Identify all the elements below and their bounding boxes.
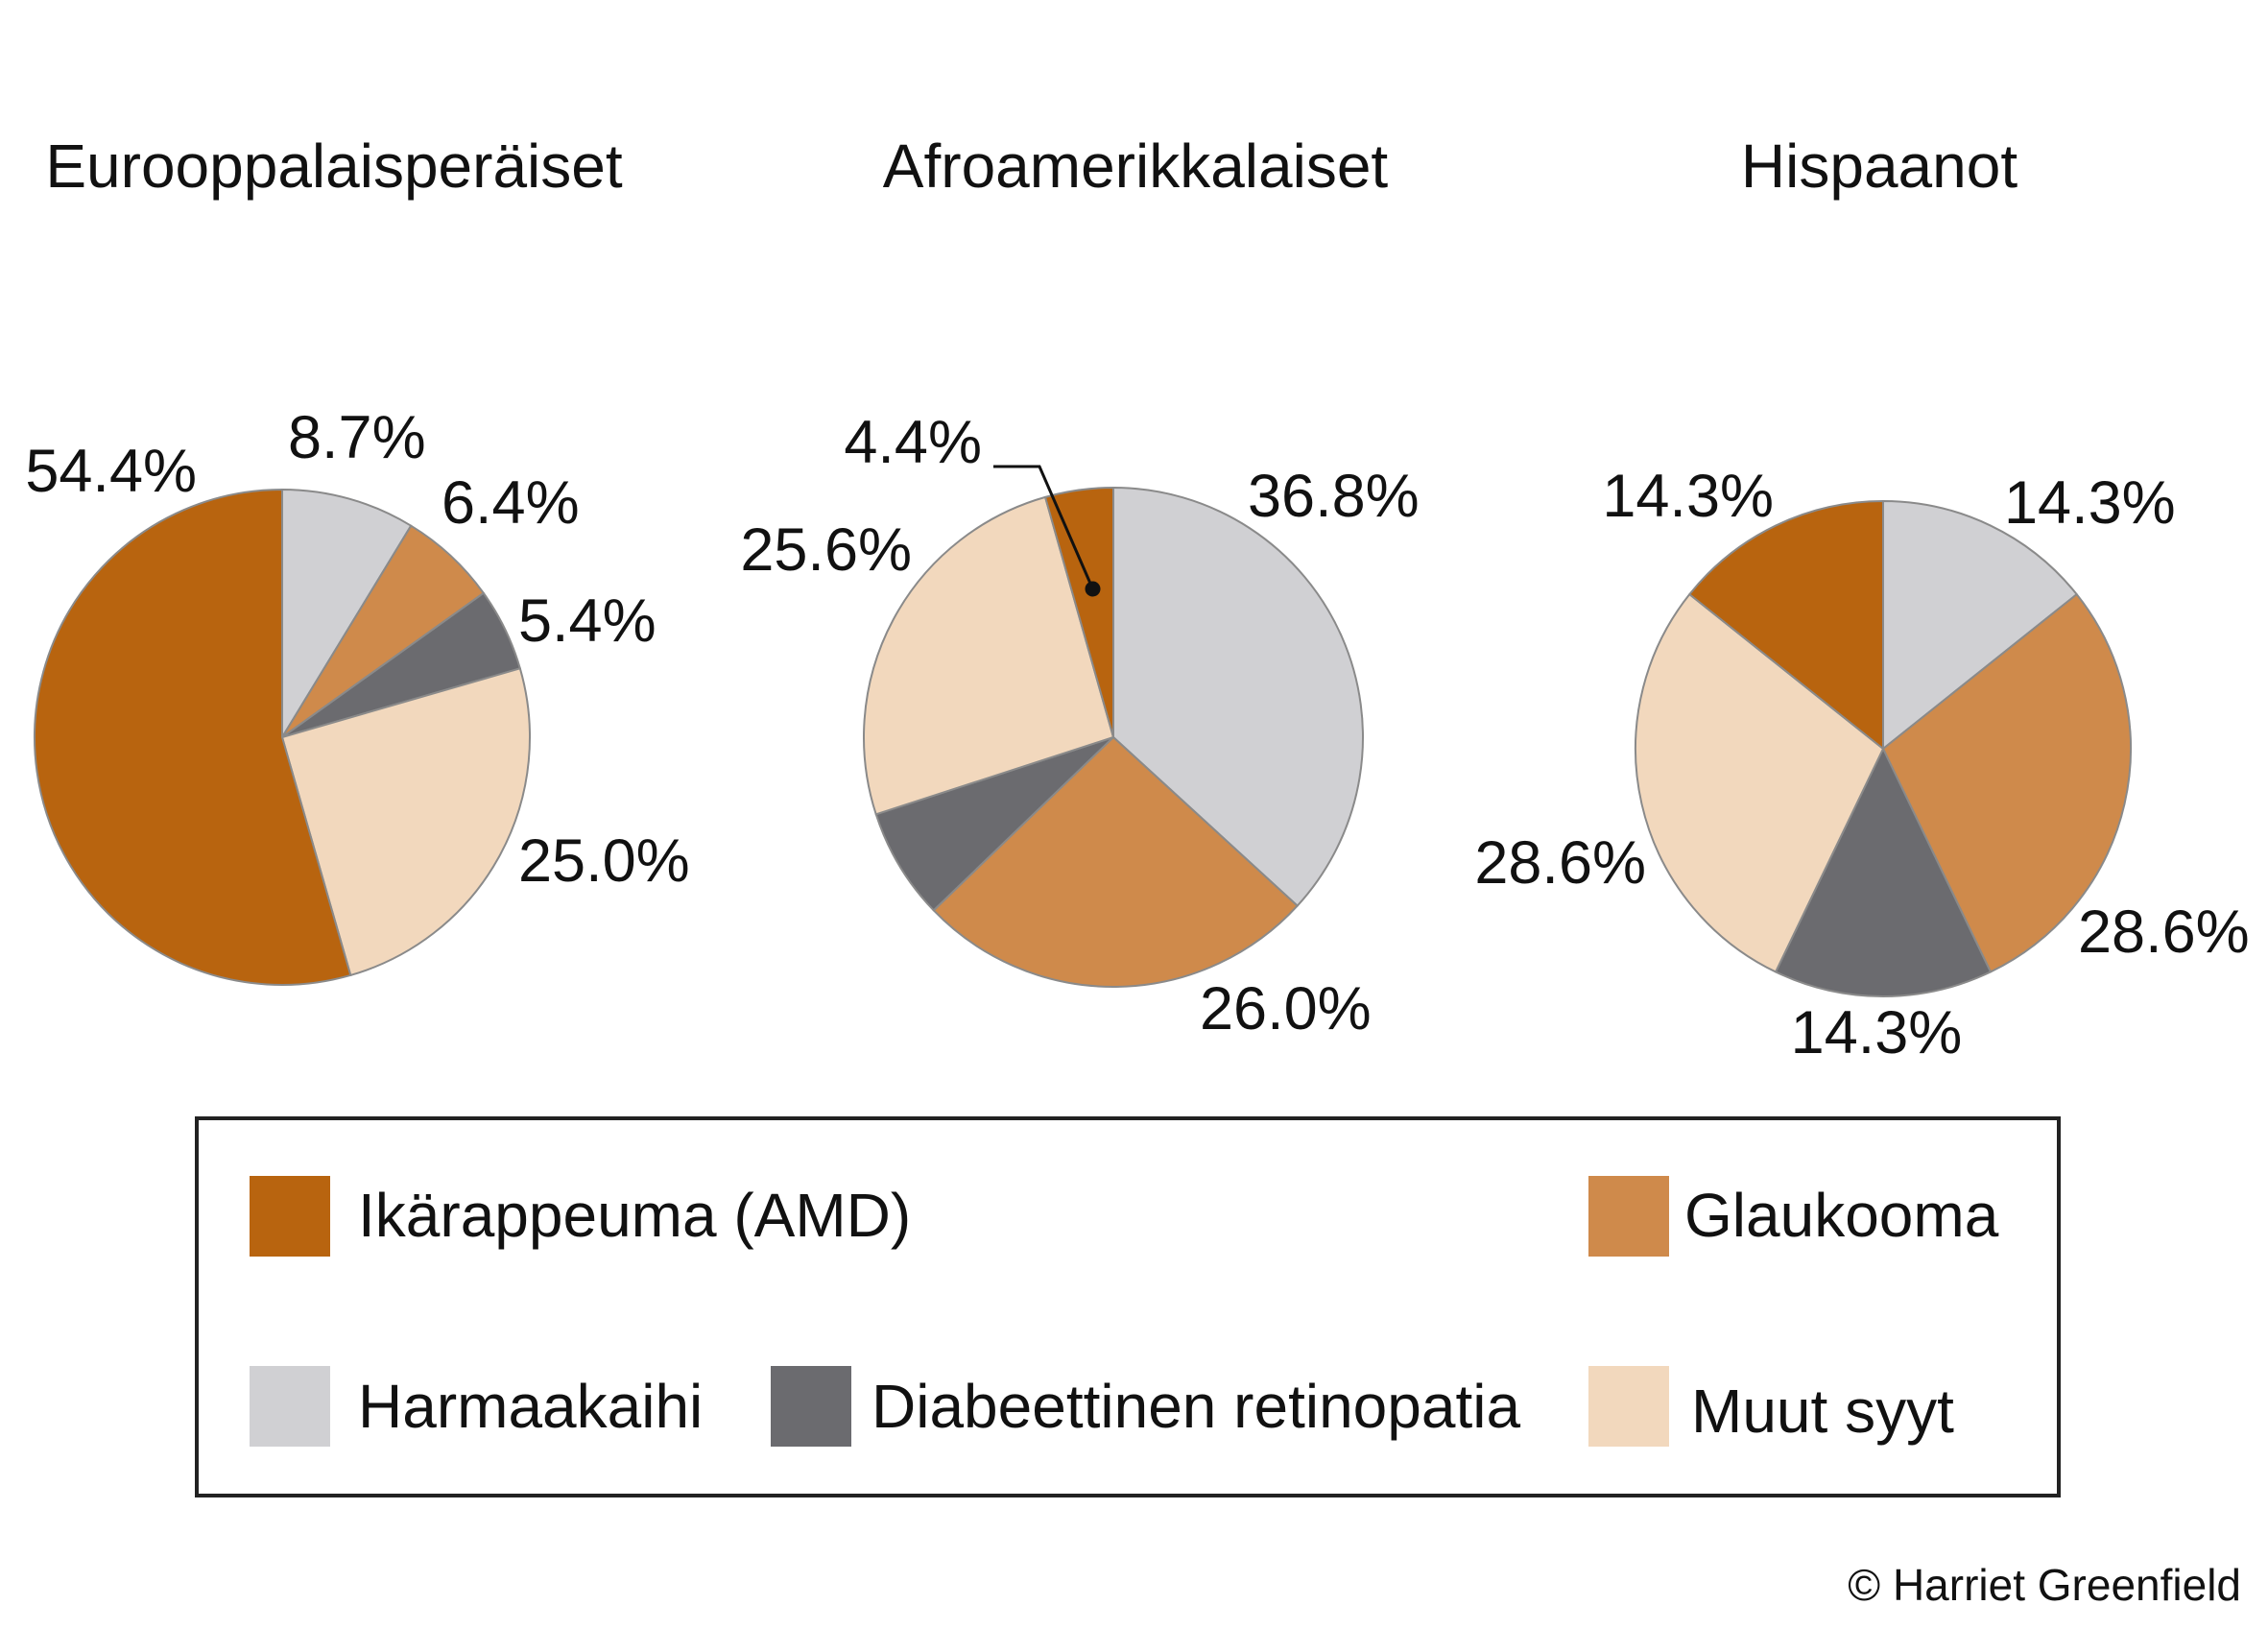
legend-swatch-other <box>1588 1366 1669 1447</box>
pie-chart-2: Afroamerikkalaiset 36.8% 26.0% 25.6% 4.4% <box>740 132 1419 1042</box>
data-label-amd: 14.3% <box>1602 463 1774 530</box>
legend-swatch-cataract <box>250 1366 330 1447</box>
data-label-glaucoma: 6.4% <box>442 469 580 537</box>
legend-box <box>195 1116 2061 1497</box>
data-label-cataract: 14.3% <box>2004 469 2176 537</box>
data-label-glaucoma: 26.0% <box>1200 975 1372 1042</box>
legend-item-diabetic: Diabeettinen retinopatia <box>771 1366 1520 1447</box>
pie-slice-amd <box>1688 500 1884 750</box>
pie-slice-glaucoma <box>932 736 1299 988</box>
chart-title: Hispaanot <box>1741 132 2017 201</box>
legend-swatch-glaucoma <box>1588 1176 1669 1257</box>
legend-item-other: Muut syyt <box>1588 1366 1954 1447</box>
chart-title: Afroamerikkalaiset <box>883 132 1389 201</box>
pie-chart-3: Hispaanot 14.3% 28.6% 14.3% 28.6% 14.3% <box>1474 132 2249 1066</box>
chart-title: Eurooppalaisperäiset <box>45 132 623 201</box>
legend-label: Ikärappeuma (AMD) <box>358 1181 911 1250</box>
pie-slice-glaucoma <box>1882 593 2132 973</box>
legend-label: Diabeettinen retinopatia <box>871 1372 1520 1441</box>
pie-slice-cataract <box>1882 500 2078 750</box>
leader-dot <box>1085 581 1101 597</box>
pie-slice-cataract <box>1112 487 1364 907</box>
legend-swatch-diabetic <box>771 1366 851 1447</box>
legend-swatch-amd <box>250 1176 330 1257</box>
leader-line <box>993 465 1094 590</box>
data-label-diabetic: 5.4% <box>518 587 657 655</box>
data-label-other: 25.0% <box>518 827 690 895</box>
credit: © Harriet Greenfield <box>1848 1560 2241 1610</box>
legend-items: Ikärappeuma (AMD) Glaukooma Harmaakaihi Dia… <box>250 1176 1999 1447</box>
pie-slice-other <box>863 495 1114 816</box>
pie-chart-1: Eurooppalaisperäiset 8.7%6.4% 5.4% 25.0% 54.… <box>25 132 690 986</box>
data-label-other: 25.6% <box>740 516 912 584</box>
data-label-amd: 54.4% <box>25 438 197 505</box>
pie-slice-diabetic <box>1775 748 1992 997</box>
data-label-cataract: 36.8% <box>1248 463 1420 530</box>
legend-item-cataract: Harmaakaihi <box>250 1366 703 1447</box>
pie-slice-other <box>281 667 531 976</box>
legend-label: Muut syyt <box>1691 1377 1954 1446</box>
legend-item-amd: Ikärappeuma (AMD) <box>250 1176 911 1257</box>
data-label-diabetic: 14.3% <box>1791 999 1963 1066</box>
data-label-glaucoma: 28.6% <box>2078 898 2250 966</box>
legend-label: Harmaakaihi <box>358 1372 703 1441</box>
charts-layer: Eurooppalaisperäiset 8.7%6.4% 5.4% 25.0% 54.… <box>25 132 2249 1066</box>
pie-slice-amd <box>34 489 352 986</box>
pie-slice-other <box>1635 593 1884 973</box>
pie-slice-amd <box>1044 487 1114 738</box>
pie-slice-diabetic <box>874 736 1114 912</box>
data-label-cataract: 8.7% <box>288 404 426 471</box>
legend: Ikärappeuma (AMD) Glaukooma Harmaakaihi Dia… <box>195 1116 2061 1497</box>
legend-item-glaucoma: Glaukooma <box>1588 1176 1999 1257</box>
data-label-other: 28.6% <box>1474 829 1646 897</box>
legend-label: Glaukooma <box>1684 1181 1999 1250</box>
data-label-amd: 4.4% <box>844 409 982 476</box>
pie-slice-cataract <box>281 489 413 738</box>
